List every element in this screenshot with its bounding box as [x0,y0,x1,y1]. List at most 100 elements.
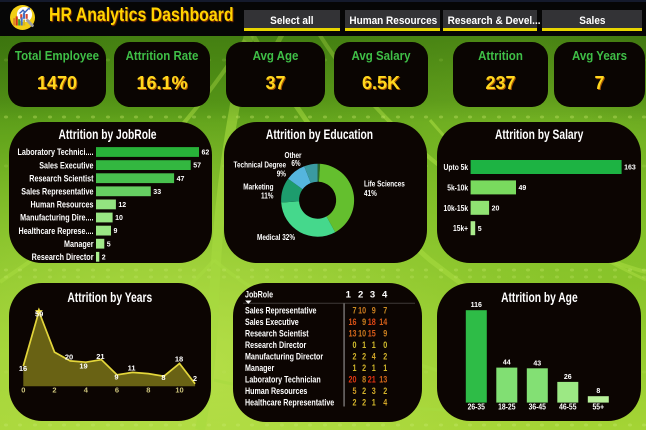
svg-text:Other: Other [284,150,301,160]
svg-text:Marketing: Marketing [243,182,273,192]
svg-text:116: 116 [471,302,482,309]
svg-text:13: 13 [349,329,357,339]
svg-text:7: 7 [383,306,387,316]
svg-text:Manager: Manager [64,239,94,249]
svg-text:3: 3 [372,386,376,396]
svg-text:4: 4 [383,398,387,408]
svg-text:0: 0 [352,340,356,350]
svg-text:Healthcare Representative: Healthcare Representative [245,396,335,407]
svg-text:33: 33 [153,189,161,196]
svg-text:49: 49 [519,185,527,192]
svg-text:Technical Degree: Technical Degree [234,160,286,170]
svg-text:14: 14 [379,317,387,327]
svg-text:3: 3 [370,289,375,300]
svg-text:10: 10 [115,215,123,222]
svg-text:55+: 55+ [593,402,605,412]
svg-text:20: 20 [65,352,73,361]
svg-text:2: 2 [102,254,106,261]
svg-text:1: 1 [372,398,376,408]
svg-text:16: 16 [19,364,27,373]
svg-text:Research Director: Research Director [245,339,307,350]
svg-text:7: 7 [352,306,356,316]
svg-text:47: 47 [177,176,185,183]
svg-text:163: 163 [624,165,636,172]
svg-text:8: 8 [161,373,165,382]
svg-text:10: 10 [175,386,183,395]
svg-text:Research Scientist: Research Scientist [245,327,309,338]
svg-text:9: 9 [114,373,118,382]
svg-text:8: 8 [362,375,366,385]
svg-text:36-45: 36-45 [529,402,546,412]
svg-text:0: 0 [21,386,25,395]
svg-text:21: 21 [96,352,104,361]
svg-text:57: 57 [193,163,201,170]
svg-text:10: 10 [358,329,366,339]
svg-text:Research Scientist: Research Scientist [29,174,93,184]
svg-text:Human Resources: Human Resources [245,385,308,396]
svg-text:Sales Executive: Sales Executive [39,160,94,170]
svg-text:44: 44 [503,360,511,367]
svg-text:1: 1 [383,363,387,373]
svg-text:11%: 11% [261,191,274,201]
svg-text:5: 5 [107,241,111,248]
svg-text:Sales Representative: Sales Representative [21,187,94,197]
svg-text:Life Sciences: Life Sciences [364,179,405,189]
svg-text:13: 13 [379,375,387,385]
svg-text:Manager: Manager [245,362,275,373]
svg-text:1: 1 [362,340,366,350]
svg-text:10: 10 [358,306,366,316]
svg-text:Manufacturing Director: Manufacturing Director [245,350,324,361]
svg-text:2: 2 [358,289,363,300]
svg-text:41%: 41% [364,188,377,198]
svg-text:15: 15 [368,329,376,339]
svg-text:Sales Representative: Sales Representative [245,304,317,315]
svg-text:2: 2 [383,352,387,362]
svg-text:2: 2 [362,398,366,408]
svg-text:2: 2 [362,386,366,396]
svg-text:59: 59 [35,309,43,318]
svg-text:Medical 32%: Medical 32% [257,232,296,242]
svg-text:46-55: 46-55 [559,402,576,412]
svg-text:8: 8 [146,386,150,395]
svg-text:2: 2 [383,386,387,396]
svg-text:2: 2 [362,352,366,362]
svg-text:12: 12 [118,202,126,209]
svg-text:JobRole: JobRole [245,288,273,299]
svg-text:9: 9 [383,329,387,339]
svg-text:6: 6 [115,386,119,395]
svg-text:0: 0 [383,340,387,350]
svg-text:6%: 6% [291,158,301,168]
svg-text:20: 20 [349,375,357,385]
svg-text:18: 18 [368,317,376,327]
svg-text:9: 9 [114,228,118,235]
svg-text:2: 2 [352,398,356,408]
svg-text:Upto 5k: Upto 5k [444,162,469,172]
svg-text:21: 21 [368,375,376,385]
svg-text:9%: 9% [277,169,287,179]
svg-text:19: 19 [79,361,87,370]
svg-text:2: 2 [193,374,197,383]
svg-text:10k-15k: 10k-15k [444,203,469,213]
svg-text:15k+: 15k+ [453,223,469,233]
svg-text:Sales Executive: Sales Executive [245,316,299,327]
svg-text:Research Director: Research Director [32,252,95,262]
svg-text:1: 1 [372,340,376,350]
svg-text:2: 2 [352,352,356,362]
svg-text:8: 8 [596,388,600,395]
svg-text:4: 4 [372,352,376,362]
svg-text:4: 4 [382,289,388,300]
svg-text:62: 62 [202,150,210,157]
svg-text:26: 26 [564,374,572,381]
svg-text:Laboratory Technici....: Laboratory Technici.... [17,147,93,157]
svg-text:1: 1 [352,363,356,373]
svg-text:5: 5 [478,226,482,233]
svg-text:4: 4 [84,386,89,395]
svg-text:2: 2 [362,363,366,373]
svg-text:43: 43 [533,360,541,367]
svg-text:Healthcare Represe....: Healthcare Represe.... [19,226,94,236]
svg-text:5: 5 [352,386,356,396]
svg-text:9: 9 [362,317,366,327]
svg-text:5k-10k: 5k-10k [447,183,468,193]
svg-text:18: 18 [175,355,183,364]
svg-text:20: 20 [492,205,500,212]
